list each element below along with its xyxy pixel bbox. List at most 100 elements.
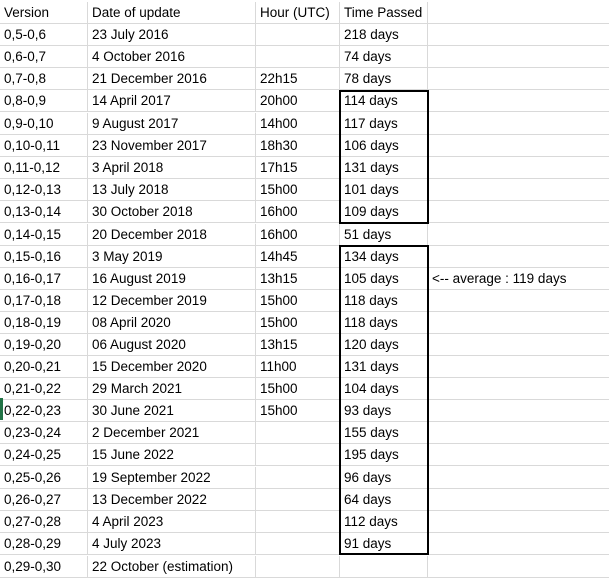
- note-cell[interactable]: [428, 246, 609, 268]
- time-passed-cell[interactable]: [340, 556, 428, 578]
- hour-cell[interactable]: 14h00: [256, 113, 340, 135]
- time-passed-cell[interactable]: 91 days: [340, 533, 428, 555]
- date-cell[interactable]: 22 October (estimation): [88, 556, 256, 578]
- time-passed-cell[interactable]: 51 days: [340, 224, 428, 246]
- hour-cell[interactable]: 14h45: [256, 246, 340, 268]
- version-cell[interactable]: 0,7-0,8: [0, 68, 88, 90]
- time-passed-cell[interactable]: 112 days: [340, 511, 428, 533]
- time-passed-cell[interactable]: 74 days: [340, 46, 428, 68]
- date-cell[interactable]: 16 August 2019: [88, 268, 256, 290]
- version-cell[interactable]: 0,8-0,9: [0, 90, 88, 112]
- version-cell[interactable]: 0,11-0,12: [0, 157, 88, 179]
- hour-cell[interactable]: 20h00: [256, 90, 340, 112]
- date-cell[interactable]: 14 April 2017: [88, 90, 256, 112]
- note-cell[interactable]: [428, 422, 609, 444]
- note-cell[interactable]: [428, 467, 609, 489]
- header-cell-date[interactable]: Date of update: [88, 2, 256, 24]
- version-cell[interactable]: 0,21-0,22: [0, 378, 88, 400]
- version-cell[interactable]: 0,15-0,16: [0, 246, 88, 268]
- time-passed-cell[interactable]: 114 days: [340, 90, 428, 112]
- hour-cell[interactable]: [256, 444, 340, 466]
- header-cell-time-passed[interactable]: Time Passed: [340, 2, 428, 24]
- note-cell[interactable]: [428, 334, 609, 356]
- note-cell[interactable]: [428, 224, 609, 246]
- note-cell[interactable]: [428, 201, 609, 223]
- hour-cell[interactable]: 13h15: [256, 334, 340, 356]
- hour-cell[interactable]: 15h00: [256, 312, 340, 334]
- version-cell[interactable]: 0,14-0,15: [0, 224, 88, 246]
- time-passed-cell[interactable]: 104 days: [340, 378, 428, 400]
- time-passed-cell[interactable]: 117 days: [340, 113, 428, 135]
- hour-cell[interactable]: [256, 467, 340, 489]
- hour-cell[interactable]: 15h00: [256, 400, 340, 422]
- time-passed-cell[interactable]: 93 days: [340, 400, 428, 422]
- note-cell[interactable]: [428, 290, 609, 312]
- note-cell[interactable]: [428, 68, 609, 90]
- time-passed-cell[interactable]: 120 days: [340, 334, 428, 356]
- note-cell[interactable]: [428, 378, 609, 400]
- version-cell[interactable]: 0,10-0,11: [0, 135, 88, 157]
- date-cell[interactable]: 3 April 2018: [88, 157, 256, 179]
- note-cell[interactable]: [428, 46, 609, 68]
- hour-cell[interactable]: 18h30: [256, 135, 340, 157]
- hour-cell[interactable]: [256, 556, 340, 578]
- note-cell[interactable]: [428, 312, 609, 334]
- version-cell[interactable]: 0,29-0,30: [0, 556, 88, 578]
- time-passed-cell[interactable]: 96 days: [340, 467, 428, 489]
- time-passed-cell[interactable]: 78 days: [340, 68, 428, 90]
- version-cell[interactable]: 0,5-0,6: [0, 24, 88, 46]
- time-passed-cell[interactable]: 131 days: [340, 157, 428, 179]
- hour-cell[interactable]: 16h00: [256, 224, 340, 246]
- hour-cell[interactable]: [256, 511, 340, 533]
- hour-cell[interactable]: [256, 489, 340, 511]
- hour-cell[interactable]: 13h15: [256, 268, 340, 290]
- time-passed-cell[interactable]: 101 days: [340, 179, 428, 201]
- version-cell[interactable]: 0,6-0,7: [0, 46, 88, 68]
- note-cell[interactable]: [428, 179, 609, 201]
- hour-cell[interactable]: 15h00: [256, 378, 340, 400]
- version-cell[interactable]: 0,25-0,26: [0, 467, 88, 489]
- date-cell[interactable]: 13 July 2018: [88, 179, 256, 201]
- version-cell[interactable]: 0,16-0,17: [0, 268, 88, 290]
- header-cell-version[interactable]: Version: [0, 2, 88, 24]
- note-cell[interactable]: [428, 135, 609, 157]
- time-passed-cell[interactable]: 155 days: [340, 422, 428, 444]
- time-passed-cell[interactable]: 218 days: [340, 24, 428, 46]
- date-cell[interactable]: 23 November 2017: [88, 135, 256, 157]
- note-cell[interactable]: [428, 356, 609, 378]
- hour-cell[interactable]: 17h15: [256, 157, 340, 179]
- hour-cell[interactable]: 15h00: [256, 290, 340, 312]
- time-passed-cell[interactable]: 195 days: [340, 444, 428, 466]
- date-cell[interactable]: 13 December 2022: [88, 489, 256, 511]
- time-passed-cell[interactable]: 134 days: [340, 246, 428, 268]
- version-cell[interactable]: 0,19-0,20: [0, 334, 88, 356]
- date-cell[interactable]: 20 December 2018: [88, 224, 256, 246]
- note-cell[interactable]: [428, 556, 609, 578]
- date-cell[interactable]: 9 August 2017: [88, 113, 256, 135]
- version-cell[interactable]: 0,13-0,14: [0, 201, 88, 223]
- note-cell[interactable]: [428, 400, 609, 422]
- date-cell[interactable]: 3 May 2019: [88, 246, 256, 268]
- time-passed-cell[interactable]: 131 days: [340, 356, 428, 378]
- note-cell[interactable]: [428, 533, 609, 555]
- time-passed-cell[interactable]: 118 days: [340, 312, 428, 334]
- hour-cell[interactable]: [256, 422, 340, 444]
- date-cell[interactable]: 19 September 2022: [88, 467, 256, 489]
- time-passed-cell[interactable]: 118 days: [340, 290, 428, 312]
- version-cell[interactable]: 0,26-0,27: [0, 489, 88, 511]
- date-cell[interactable]: 06 August 2020: [88, 334, 256, 356]
- version-cell[interactable]: 0,9-0,10: [0, 113, 88, 135]
- date-cell[interactable]: 30 June 2021: [88, 400, 256, 422]
- time-passed-cell[interactable]: 109 days: [340, 201, 428, 223]
- note-cell[interactable]: [428, 157, 609, 179]
- version-cell[interactable]: 0,12-0,13: [0, 179, 88, 201]
- hour-cell[interactable]: 16h00: [256, 201, 340, 223]
- hour-cell[interactable]: [256, 46, 340, 68]
- version-cell[interactable]: 0,24-0,25: [0, 444, 88, 466]
- hour-cell[interactable]: 15h00: [256, 179, 340, 201]
- date-cell[interactable]: 15 June 2022: [88, 444, 256, 466]
- version-cell[interactable]: 0,27-0,28: [0, 511, 88, 533]
- note-cell[interactable]: [428, 113, 609, 135]
- version-cell[interactable]: 0,28-0,29: [0, 533, 88, 555]
- hour-cell[interactable]: 22h15: [256, 68, 340, 90]
